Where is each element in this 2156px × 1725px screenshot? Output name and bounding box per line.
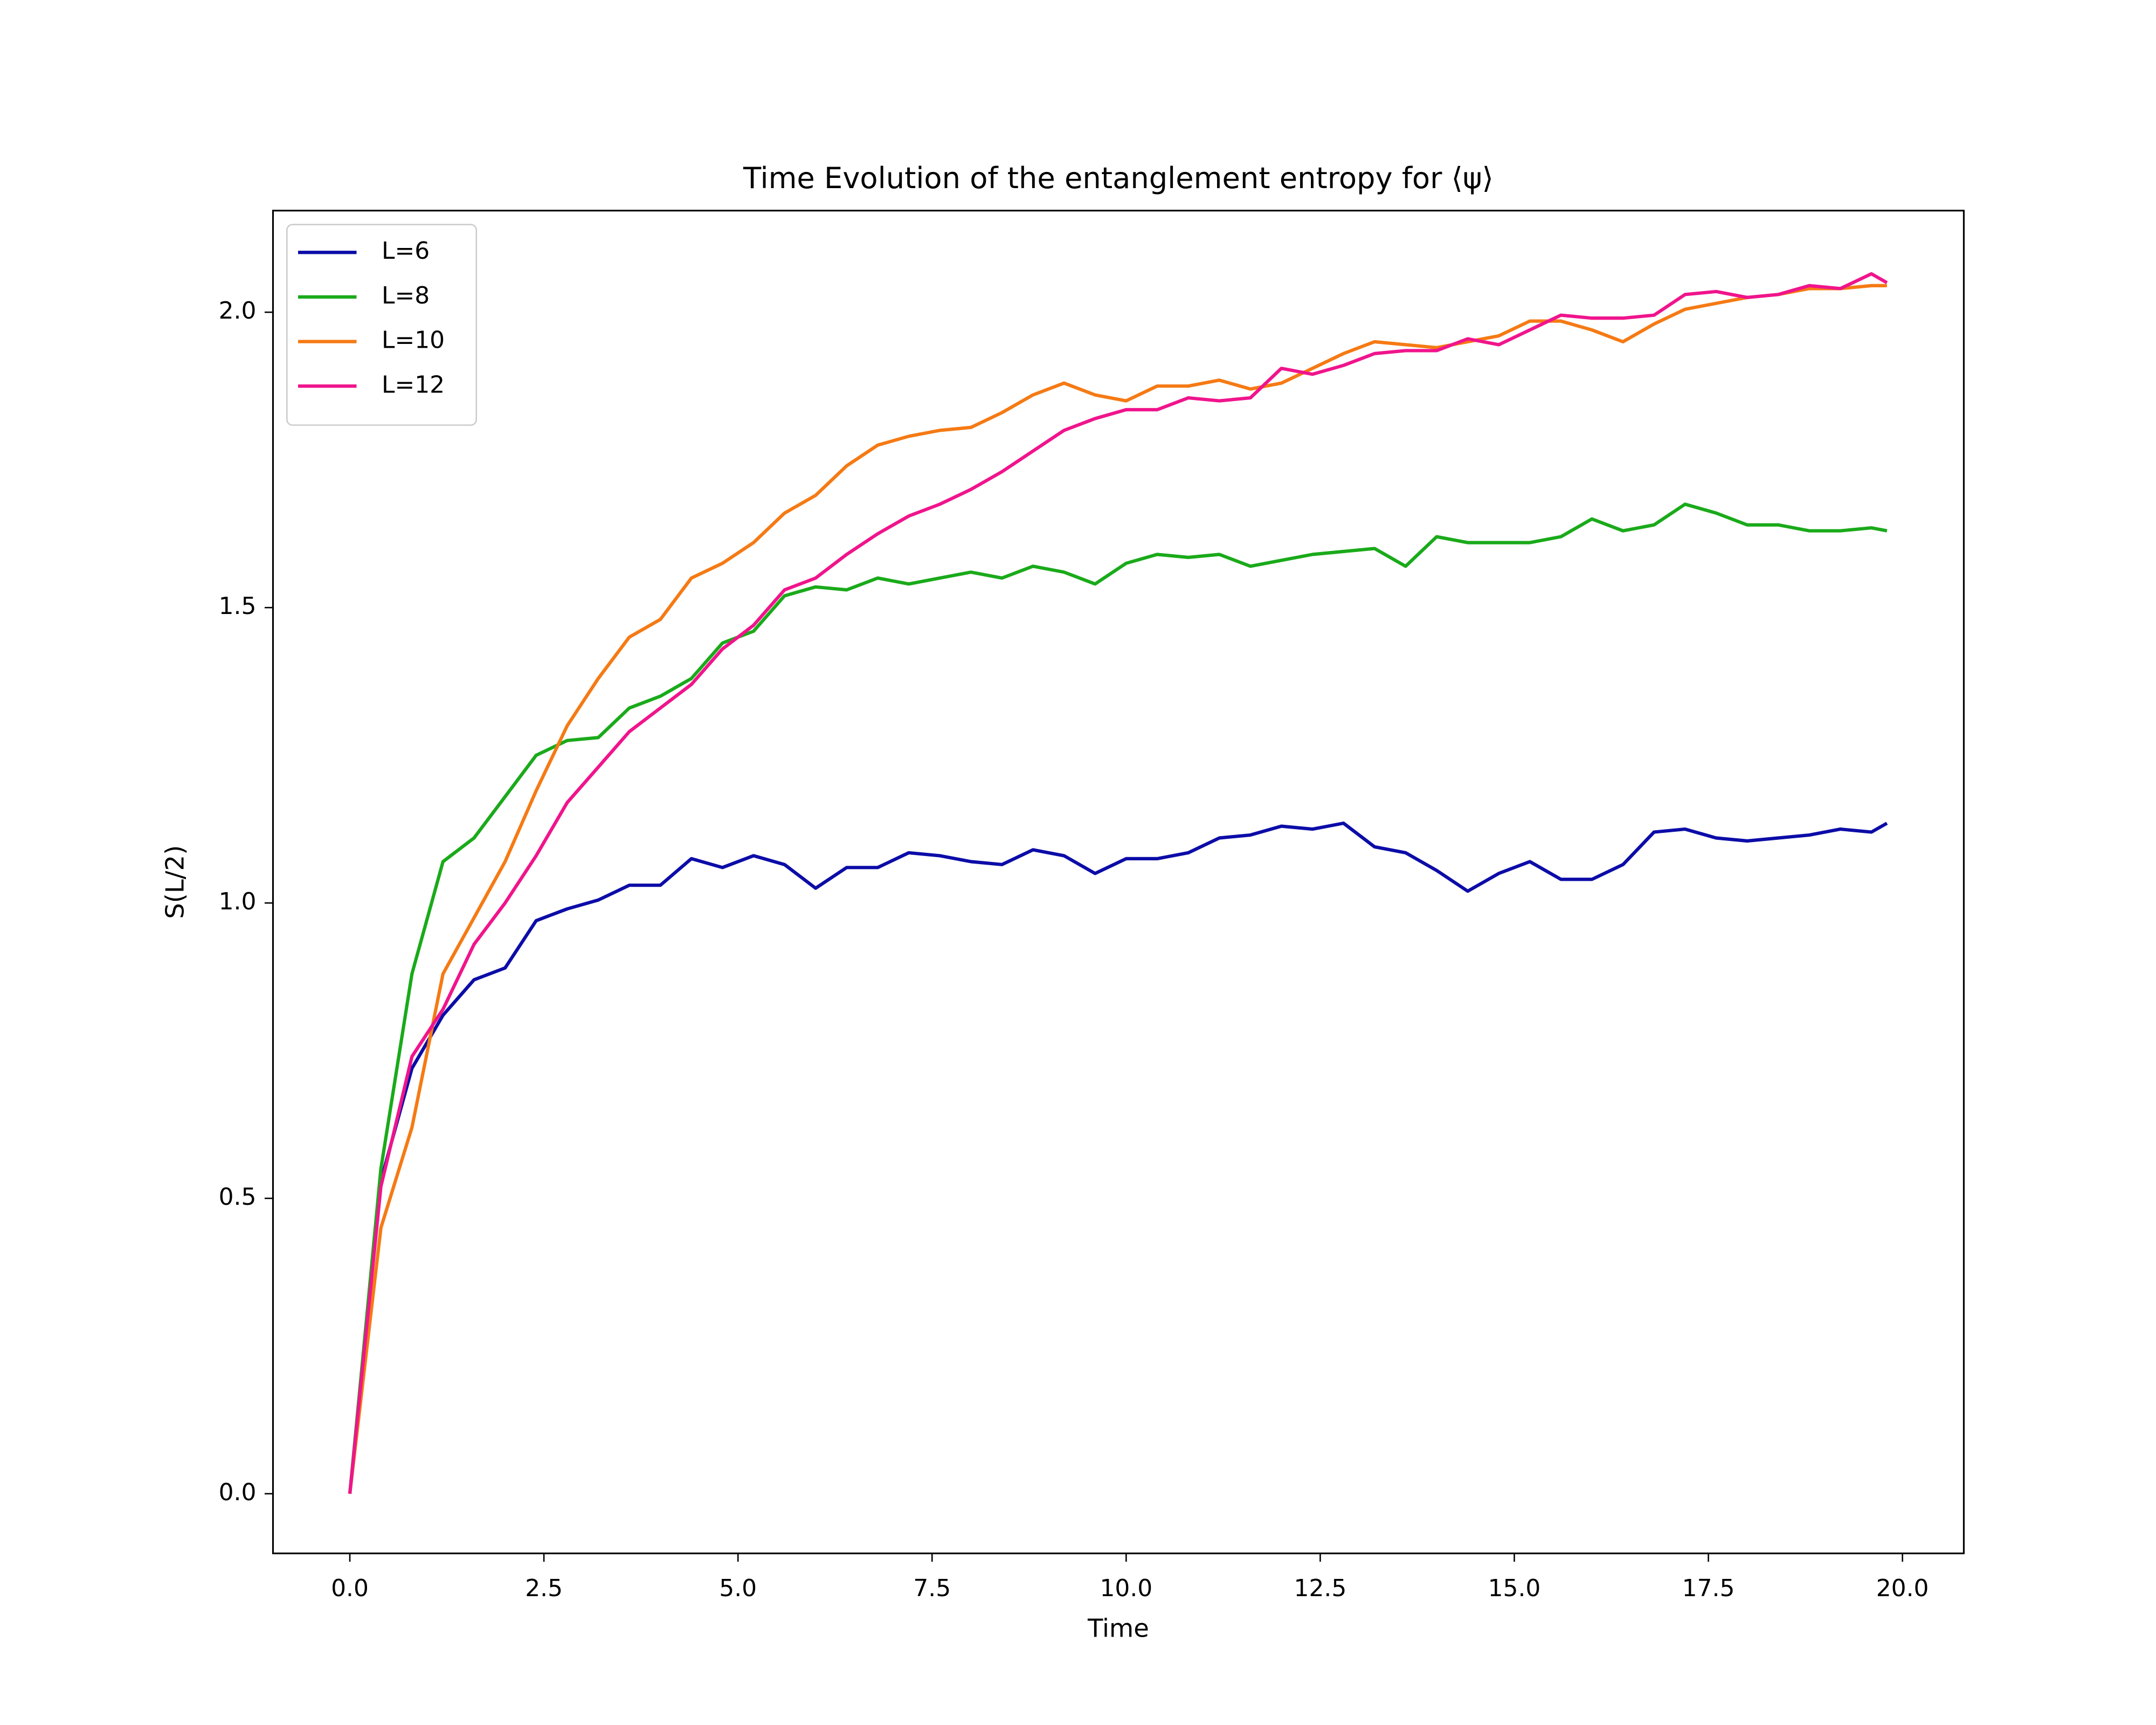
chart-title: Time Evolution of the entanglement entro…	[743, 161, 1494, 195]
x-tick-label: 10.0	[1100, 1575, 1152, 1602]
x-axis-label: Time	[1087, 1613, 1149, 1643]
x-tick-label: 17.5	[1682, 1575, 1735, 1602]
line-series	[348, 284, 1887, 1494]
x-tick-label: 5.0	[719, 1575, 757, 1602]
plot-frame	[272, 210, 1965, 1555]
x-tick-label: 2.5	[525, 1575, 563, 1602]
legend-label: L=6	[382, 237, 430, 265]
y-tick-label: 2.0	[219, 297, 257, 325]
x-tick-label: 12.5	[1294, 1575, 1347, 1602]
line-series	[348, 822, 1888, 1494]
legend-label: L=12	[382, 371, 445, 398]
x-tick-label: 0.0	[331, 1575, 369, 1602]
x-tick-label: 7.5	[913, 1575, 951, 1602]
line-series	[348, 502, 1888, 1494]
y-tick-label: 1.5	[219, 592, 257, 620]
y-axis-label: S(L/2)	[161, 845, 190, 919]
y-tick-label: 1.0	[219, 888, 257, 915]
y-tick-label: 0.5	[219, 1183, 257, 1211]
line-series	[348, 272, 1888, 1494]
legend-box	[286, 224, 478, 426]
legend-label: L=10	[382, 327, 445, 354]
legend-label: L=8	[382, 282, 430, 309]
x-tick-label: 15.0	[1488, 1575, 1541, 1602]
y-tick-label: 0.0	[219, 1479, 257, 1506]
x-tick-label: 20.0	[1876, 1575, 1929, 1602]
